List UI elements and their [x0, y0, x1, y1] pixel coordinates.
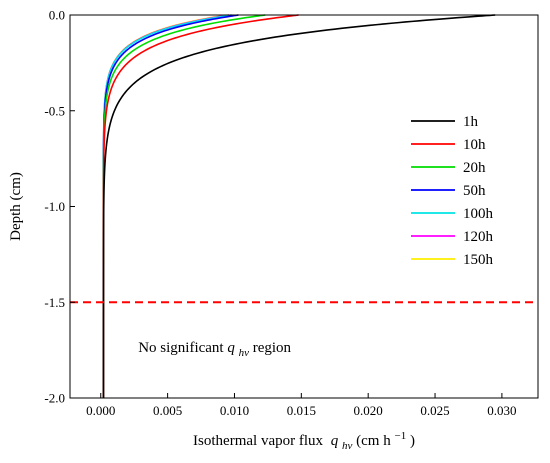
x-axis-title-unit-exp: −1 [394, 430, 406, 442]
x-tick-label: 0.005 [153, 403, 182, 418]
x-axis-ticks: 0.000 0.005 0.010 0.015 0.020 0.025 0.030 [86, 393, 517, 418]
region-annotation-subscript: hv [239, 347, 250, 359]
x-tick-label: 0.030 [487, 403, 516, 418]
y-axis-title: Depth (cm) [8, 172, 24, 241]
region-annotation-symbol: q [227, 340, 235, 356]
legend-label-100h: 100h [463, 206, 494, 222]
region-annotation-prefix: No significant [138, 340, 227, 356]
x-tick-label: 0.010 [220, 403, 249, 418]
x-axis-title-unit-close: ) [410, 433, 415, 449]
region-annotation: No significant q hv region [138, 340, 291, 360]
x-tick-label: 0.025 [420, 403, 449, 418]
legend-label-120h: 120h [463, 229, 494, 245]
x-axis-title: Isothermal vapor flux q hv (cm h −1 ) [193, 427, 415, 453]
legend-label-10h: 10h [463, 137, 486, 153]
y-tick-label: -1.5 [44, 295, 65, 310]
legend-label-20h: 20h [463, 160, 486, 176]
legend-label-1h: 1h [463, 114, 479, 130]
y-tick-label: -0.5 [44, 103, 65, 118]
x-axis-title-subscript: hv [342, 440, 353, 452]
series-line-1h [102, 14, 496, 398]
x-tick-label: 0.015 [287, 403, 316, 418]
x-axis-title-text: Isothermal vapor flux [193, 433, 323, 449]
x-tick-label: 0.000 [86, 403, 115, 418]
y-tick-label: 0.0 [49, 8, 65, 23]
y-tick-label: -2.0 [44, 391, 65, 406]
legend: 1h 10h 20h 50h 100h 120h 150h [411, 114, 494, 268]
y-tick-label: -1.0 [44, 199, 65, 214]
legend-label-150h: 150h [463, 252, 494, 268]
x-axis-title-symbol: q [331, 433, 339, 449]
series-lines [102, 14, 496, 398]
legend-label-50h: 50h [463, 183, 486, 199]
region-annotation-suffix: region [253, 340, 292, 356]
y-axis-ticks: 0.0 -0.5 -1.0 -1.5 -2.0 [44, 8, 75, 406]
x-axis-title-unit: (cm h [356, 433, 391, 449]
x-tick-label: 0.020 [354, 403, 383, 418]
